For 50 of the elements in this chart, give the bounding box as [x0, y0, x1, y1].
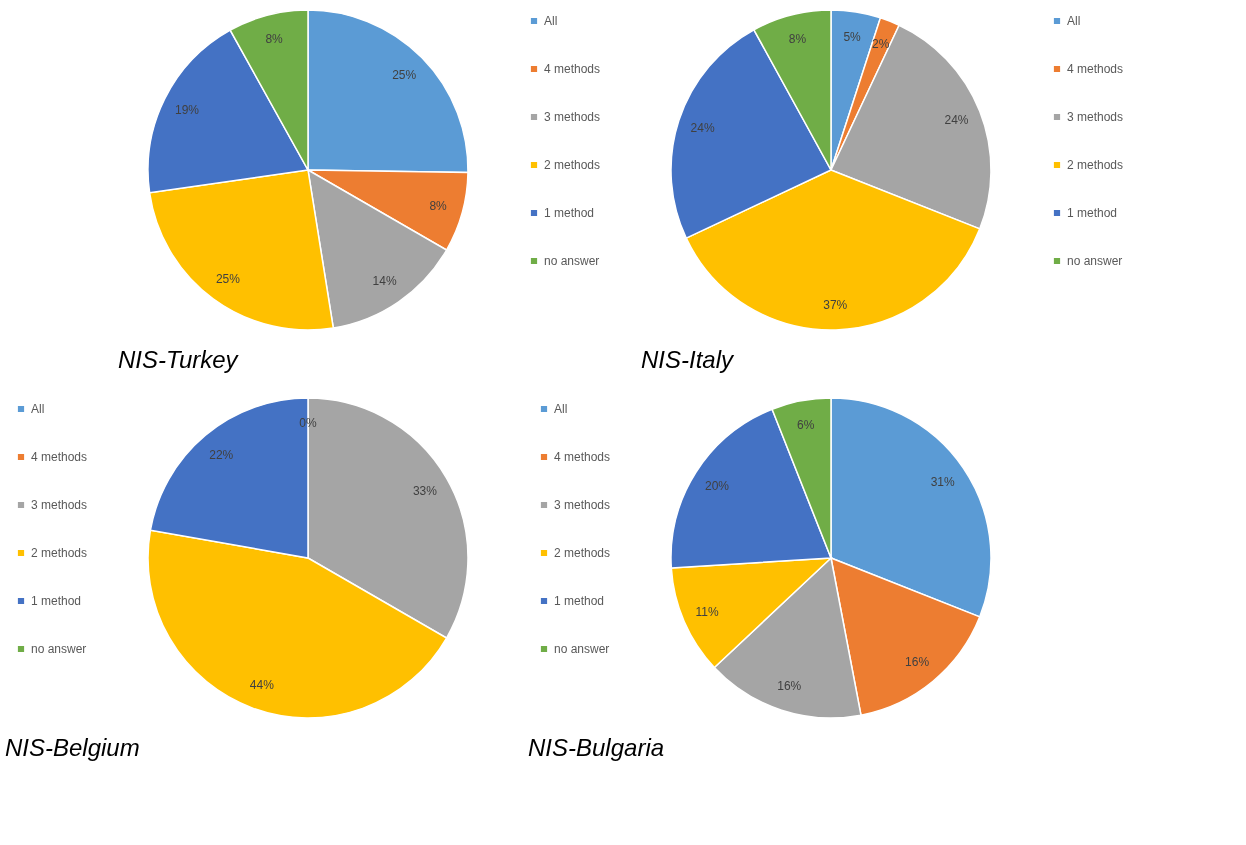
legend-label: 1 method	[544, 206, 595, 220]
data-label: 19%	[175, 103, 200, 118]
data-label: 20%	[705, 478, 730, 493]
legend-label: 4 methods	[554, 450, 611, 464]
data-label: 44%	[249, 677, 275, 692]
legend-label: no answer	[31, 642, 87, 656]
legend-label: 3 methods	[554, 498, 611, 512]
legend-label: 4 methods	[1067, 62, 1124, 76]
data-label: 16%	[777, 679, 802, 694]
legend-label: 3 methods	[544, 110, 601, 124]
data-label: 31%	[930, 475, 955, 490]
legend-label: 1 method	[31, 594, 82, 608]
text: NIS-Belgium	[5, 734, 140, 761]
data-label: 8%	[265, 32, 284, 47]
text: 0%	[299, 416, 317, 430]
legend-label: All	[1067, 14, 1081, 28]
text: NIS-Turkey	[118, 346, 240, 373]
legend-label: no answer	[1067, 254, 1123, 268]
data-label: 16%	[905, 655, 930, 670]
data-label: 14%	[372, 274, 397, 289]
legend-label: 2 methods	[1067, 158, 1124, 172]
data-label: 37%	[823, 297, 848, 312]
data-label: 25%	[392, 68, 417, 83]
legend-label: 4 methods	[31, 450, 88, 464]
legend-label: 3 methods	[1067, 110, 1124, 124]
legend-label: no answer	[554, 642, 610, 656]
data-label: 6%	[797, 418, 815, 433]
legend-label: 2 methods	[544, 158, 601, 172]
data-label: 24%	[944, 113, 969, 128]
data-label: 24%	[690, 121, 715, 136]
legend-label: 1 method	[1067, 206, 1118, 220]
data-label: 2%	[872, 37, 890, 52]
data-label: 11%	[695, 604, 719, 619]
legend-label: 3 methods	[31, 498, 88, 512]
data-label: 8%	[788, 32, 807, 47]
legend-label: All	[554, 402, 568, 416]
legend-label: All	[31, 402, 45, 416]
data-label: 5%	[843, 29, 862, 44]
data-label: 22%	[209, 447, 234, 462]
legend-label: All	[544, 14, 558, 28]
legend-label: 4 methods	[544, 62, 601, 76]
data-label: 25%	[215, 271, 241, 286]
legend-label: 2 methods	[554, 546, 611, 560]
legend-label: 1 method	[554, 594, 605, 608]
text: NIS-Bulgaria	[528, 734, 665, 761]
legend-label: no answer	[544, 254, 600, 268]
data-label: 8%	[429, 198, 448, 213]
legend-label: 2 methods	[31, 546, 88, 560]
text: NIS-Italy	[641, 346, 736, 373]
data-label: 33%	[412, 483, 438, 498]
